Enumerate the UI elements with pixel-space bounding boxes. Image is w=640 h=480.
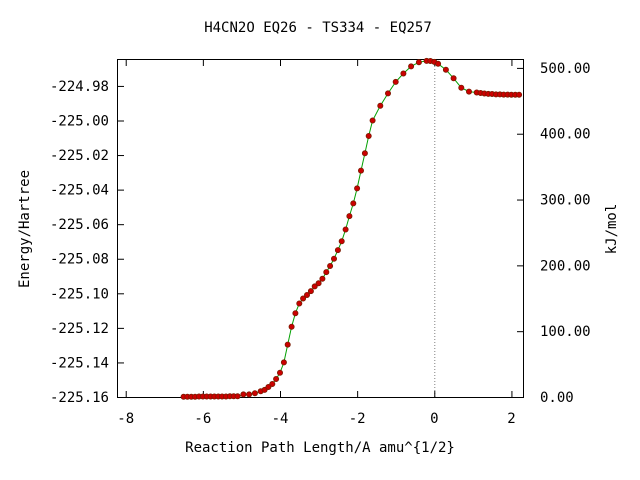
data-point [400,70,407,77]
data-point [307,288,314,295]
y-tick-label: -225.06 [50,217,109,233]
data-point [357,167,364,174]
x-tick-label: -8 [117,411,134,427]
data-points [180,57,523,400]
y-axis-left: -225.16 -225.14 -225.12 -225.10 -225.08 -225.… [50,79,124,406]
data-point [465,88,472,95]
data-point [361,150,368,157]
chart-title: H4CN2O EQ26 - TS334 - EQ257 [204,20,432,36]
data-point [323,269,330,276]
data-point [246,391,253,398]
x-tick-label: 0 [430,411,438,427]
data-point [284,341,291,348]
data-point [369,117,376,124]
y-tick-label: -225.12 [50,321,109,337]
x-tick-label: -4 [272,411,289,427]
data-point [330,255,337,262]
data-point [265,383,272,390]
data-point [292,310,299,317]
data-point [338,238,345,245]
data-point [458,84,465,91]
y-tick-label: -224.98 [50,79,109,95]
data-point [276,369,283,376]
data-point [240,391,247,398]
data-point [327,262,334,269]
data-point [251,390,258,397]
data-point [365,132,372,139]
data-point [392,78,399,85]
y2-tick-label: 400.00 [540,127,591,143]
y2-tick-label: 0.00 [540,390,574,406]
x-axis: -8 -6 -4 -2 0 2 [117,60,516,427]
y2-tick-label: 200.00 [540,258,591,274]
data-point [319,275,326,282]
y-axis-right: 0.00 100.00 200.00 300.00 400.00 500.00 [517,61,591,406]
y-tick-label: -225.02 [50,148,109,164]
x-tick-label: -2 [349,411,366,427]
data-point [300,295,307,302]
data-point [435,60,442,67]
data-point [377,102,384,109]
y-tick-label: -225.00 [50,113,109,129]
data-point [280,359,287,366]
y2-tick-label: 100.00 [540,324,591,340]
data-point [288,323,295,330]
data-point [269,380,276,387]
data-point [315,280,322,287]
data-point [442,66,449,73]
data-point [296,300,303,307]
energy-curve [183,60,520,398]
y2-tick-label: 500.00 [540,61,591,77]
y-axis-label: Energy/Hartree [17,170,33,288]
y2-axis-label: kJ/mol [604,204,620,255]
x-axis-label: Reaction Path Length/A amu^{1/2} [185,440,455,456]
x-tick-label: 2 [507,411,515,427]
data-point [450,75,457,82]
plot-frame [117,59,524,398]
data-point [354,185,361,192]
data-point [303,291,310,298]
y-tick-label: -225.10 [50,286,109,302]
y-tick-label: -225.16 [50,390,109,406]
data-point [516,91,523,98]
y-tick-label: -225.04 [50,183,109,199]
data-point [311,283,318,290]
data-point [415,59,422,66]
y2-tick-label: 300.00 [540,193,591,209]
data-point [384,90,391,97]
x-tick-label: -6 [194,411,211,427]
data-point [342,226,349,233]
y-tick-label: -225.14 [50,355,109,371]
data-point [346,213,353,220]
data-point [234,393,241,400]
data-point [350,200,357,207]
y-tick-label: -225.08 [50,252,109,268]
data-point [408,63,415,70]
data-point [273,375,280,382]
data-point [334,247,341,254]
